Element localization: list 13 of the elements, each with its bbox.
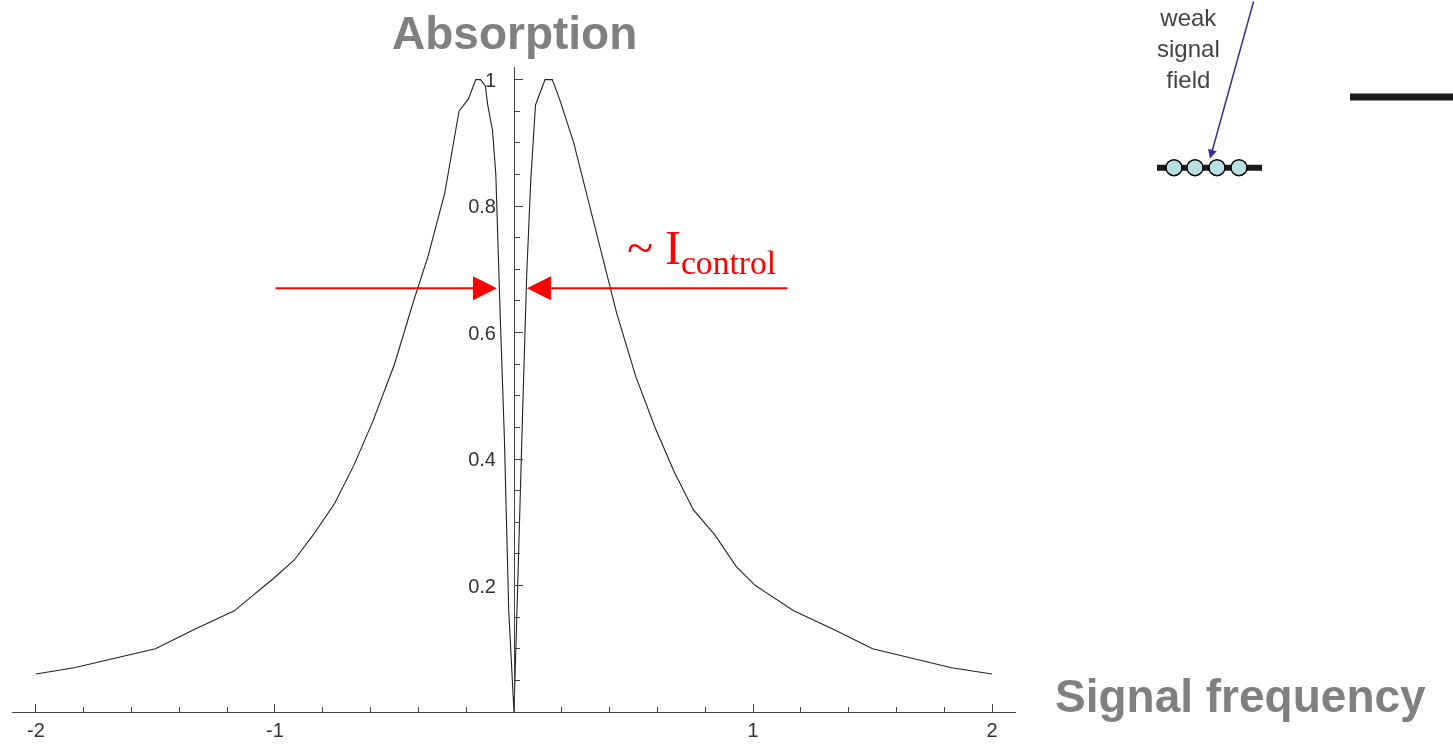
text: weak signal field bbox=[1157, 4, 1220, 94]
y-tick-label: 0.8 bbox=[468, 195, 496, 218]
y-tick-label: 0.4 bbox=[468, 448, 496, 471]
y-axis-title: Absorption bbox=[392, 7, 638, 59]
x-tick-label: 2 bbox=[986, 719, 998, 741]
x-tick-label: -1 bbox=[266, 719, 284, 741]
x-tick-label: -2 bbox=[27, 719, 45, 741]
y-tick-label: 0.2 bbox=[468, 574, 496, 597]
y-tick-label: 0.6 bbox=[468, 321, 496, 344]
x-axis-title: Signal frequency bbox=[1055, 670, 1427, 722]
y-tick-label: 1 bbox=[484, 68, 496, 91]
annotation: ~ I$_{control}$ bbox=[627, 221, 777, 282]
x-tick-label: 1 bbox=[747, 719, 759, 741]
